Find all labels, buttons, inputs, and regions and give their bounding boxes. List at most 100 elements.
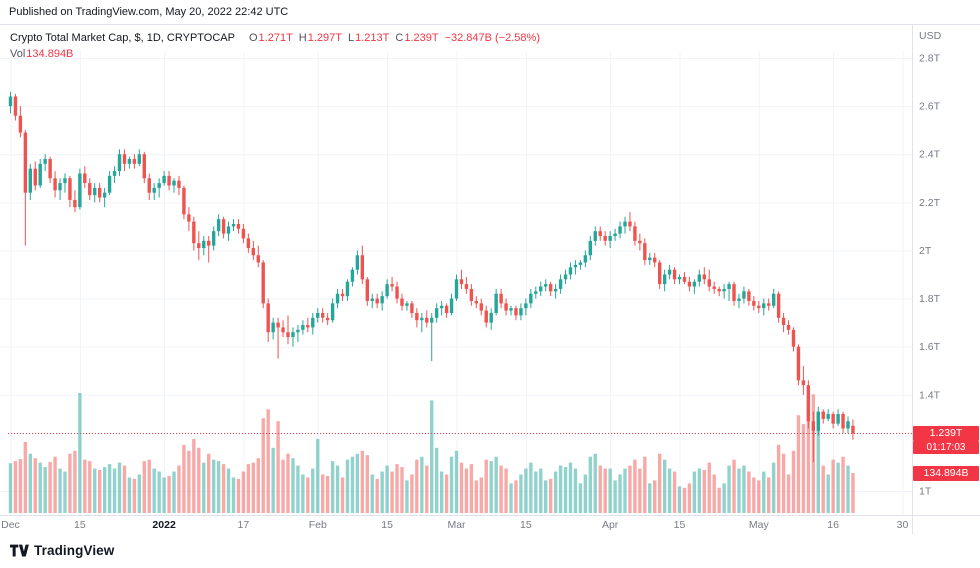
volume-bar [702,470,706,513]
volume-bar [851,473,855,513]
tradingview-link[interactable]: TradingView [10,543,114,558]
candle-body [167,175,171,186]
candle-body [335,293,340,304]
candle-body [107,175,112,193]
volume-bar [846,465,850,513]
candle-body [539,286,543,292]
candlestick-chart[interactable]: USD 2.8T 2.6T 2.4T 2.2T 2T 1.8T 1.6T 1.4T 1T Dec 15… [0,25,980,534]
candle-body [578,262,583,265]
volume-bar [841,456,845,513]
volume-bar [588,456,593,513]
candle-body [732,284,736,301]
volume-bar [400,467,404,513]
volume-bar [816,430,820,513]
volume-bar [692,471,697,513]
volume-bar [78,393,82,513]
volume-bar [524,468,528,513]
volume-bar [276,421,280,513]
candle-body [806,385,811,422]
candle-body [603,236,607,241]
volume-bar [335,465,340,513]
candle-body [187,214,191,222]
volume-bar [831,459,835,513]
volume-bar [8,463,13,513]
volume-bar [439,471,444,513]
candle-body [380,296,384,304]
volume-bar [633,459,637,513]
change-value: −32.847B (−2.58%) [444,32,540,44]
volume-bar [771,462,776,513]
candle-body [370,298,374,301]
candle-body [415,312,419,321]
volume-bar [613,480,617,513]
volume-bar [33,458,37,513]
candle-body [801,380,806,386]
candle-body [276,322,280,328]
volume-bar [301,474,305,513]
volume-bar [826,474,830,513]
volume-bar [573,468,578,513]
candle-body [122,154,127,164]
axis-label: 17 [238,519,250,531]
candle-body [425,317,429,323]
candle-body [385,284,389,297]
volume-bar [385,465,389,513]
volume-bar [553,471,558,513]
volume-bar [504,468,508,513]
candle-body [712,286,716,289]
volume-bar [623,468,627,513]
volume-bar [434,447,439,513]
candle-body [816,411,820,431]
candle-body [633,226,637,241]
volume-bar [226,468,231,513]
close-value: 1.239T [404,32,439,44]
volume-bar [355,453,360,513]
volume-bar [157,471,161,513]
candle-body [454,279,459,299]
candle-body [68,178,72,200]
volume-bar [375,478,379,513]
candle-body [747,291,751,301]
candle-body [211,231,216,246]
high-label: H [298,32,307,44]
candle-body [132,159,137,164]
candle-body [360,255,365,280]
candle-body [727,284,731,289]
volume-bar [370,474,374,513]
volume-bar [13,461,18,513]
tradingview-logo-icon [10,544,29,557]
volume-bar [747,471,751,513]
axis-label: 15 [381,519,393,531]
candle-body [202,240,206,249]
volume-bar [241,471,246,513]
axis-label: 2T [919,245,932,257]
volume-bar [618,474,622,513]
volume-bar [752,477,756,513]
candle-body [316,312,320,318]
volume-bar [246,464,251,513]
candle-body [23,132,28,193]
high-value: 1.297T [307,32,342,44]
candle-body [757,305,761,309]
axis-label: 1T [919,486,932,498]
symbol-title[interactable]: Crypto Total Market Cap, $, 1D, CRYPTOCA… [10,32,235,44]
volume-bar [519,474,523,513]
volume-bar [806,400,811,513]
volume-bar [73,450,77,513]
axis-label: 2022 [152,519,176,531]
candle-body [127,159,132,164]
candle-body [63,178,67,184]
volume-bar [97,470,102,513]
candle-body [162,175,166,184]
candle-body [464,284,469,289]
volume-bar [449,456,454,513]
low-label: L [348,32,355,44]
volume-bar [707,462,711,513]
candle-body [796,346,801,381]
candle-body [662,274,667,285]
candle-body [58,183,62,191]
volume-bar [430,400,434,513]
volume-bar [83,459,87,513]
candle-body [524,303,528,309]
volume-bar [534,471,538,513]
